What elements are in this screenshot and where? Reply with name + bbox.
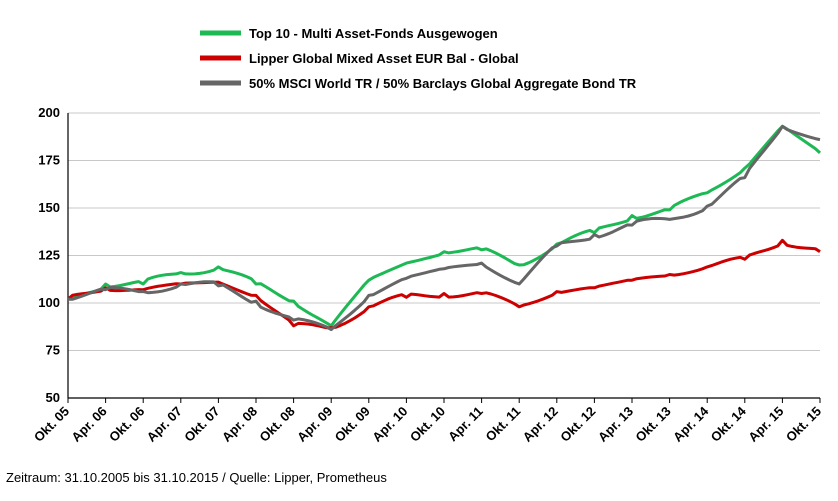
y-tick-label-125: 125	[38, 248, 60, 263]
x-tick-label-0: Okt. 05	[31, 404, 72, 445]
x-tick-label-2: Okt. 06	[106, 404, 147, 445]
legend-label-1: Top 10 - Multi Asset-Fonds Ausgewogen	[249, 26, 498, 41]
x-tick-label-5: Apr. 08	[219, 404, 260, 445]
x-tick-label-10: Okt. 10	[407, 404, 448, 445]
series-line-3	[68, 124, 821, 332]
series-lines	[67, 124, 822, 332]
y-tick-label-200: 200	[38, 105, 60, 120]
x-tick-label-7: Apr. 09	[294, 404, 335, 445]
x-tick-label-20: Okt. 15	[783, 404, 824, 445]
y-tick-label-100: 100	[38, 295, 60, 310]
series-line-1	[67, 124, 822, 328]
y-tick-labels: 50 75 100 125 150 175 200	[38, 105, 60, 405]
x-tick-label-16: Okt. 13	[632, 404, 673, 445]
x-tick-label-1: Apr. 06	[68, 404, 109, 445]
x-tick-label-3: Apr. 07	[144, 404, 185, 445]
x-tick-label-19: Apr. 15	[745, 404, 786, 445]
x-tick-label-18: Okt. 14	[708, 403, 750, 445]
legend-label-2: Lipper Global Mixed Asset EUR Bal - Glob…	[249, 51, 519, 66]
axes	[67, 113, 821, 403]
x-tick-label-4: Okt. 07	[181, 404, 222, 445]
y-tick-label-150: 150	[38, 200, 60, 215]
x-tick-label-9: Apr. 10	[369, 404, 410, 445]
y-tick-label-75: 75	[46, 343, 60, 358]
grid	[68, 112, 820, 399]
footer-source-note: Zeitraum: 31.10.2005 bis 31.10.2015 / Qu…	[6, 470, 387, 485]
x-tick-label-11: Apr. 11	[445, 404, 486, 445]
y-tick-label-175: 175	[38, 153, 60, 168]
x-tick-label-6: Okt. 08	[256, 404, 297, 445]
x-tick-label-8: Okt. 09	[332, 404, 373, 445]
legend: Top 10 - Multi Asset-Fonds Ausgewogen Lip…	[200, 26, 637, 91]
y-tick-label-50: 50	[46, 390, 60, 405]
x-tick-label-12: Okt. 11	[483, 404, 524, 445]
legend-label-3: 50% MSCI World TR / 50% Barclays Global …	[249, 76, 637, 91]
x-tick-label-13: Apr. 12	[520, 404, 561, 445]
x-tick-label-15: Apr. 13	[595, 404, 636, 445]
x-tick-label-14: Okt. 12	[557, 404, 598, 445]
x-tick-label-17: Apr. 14	[670, 403, 712, 445]
